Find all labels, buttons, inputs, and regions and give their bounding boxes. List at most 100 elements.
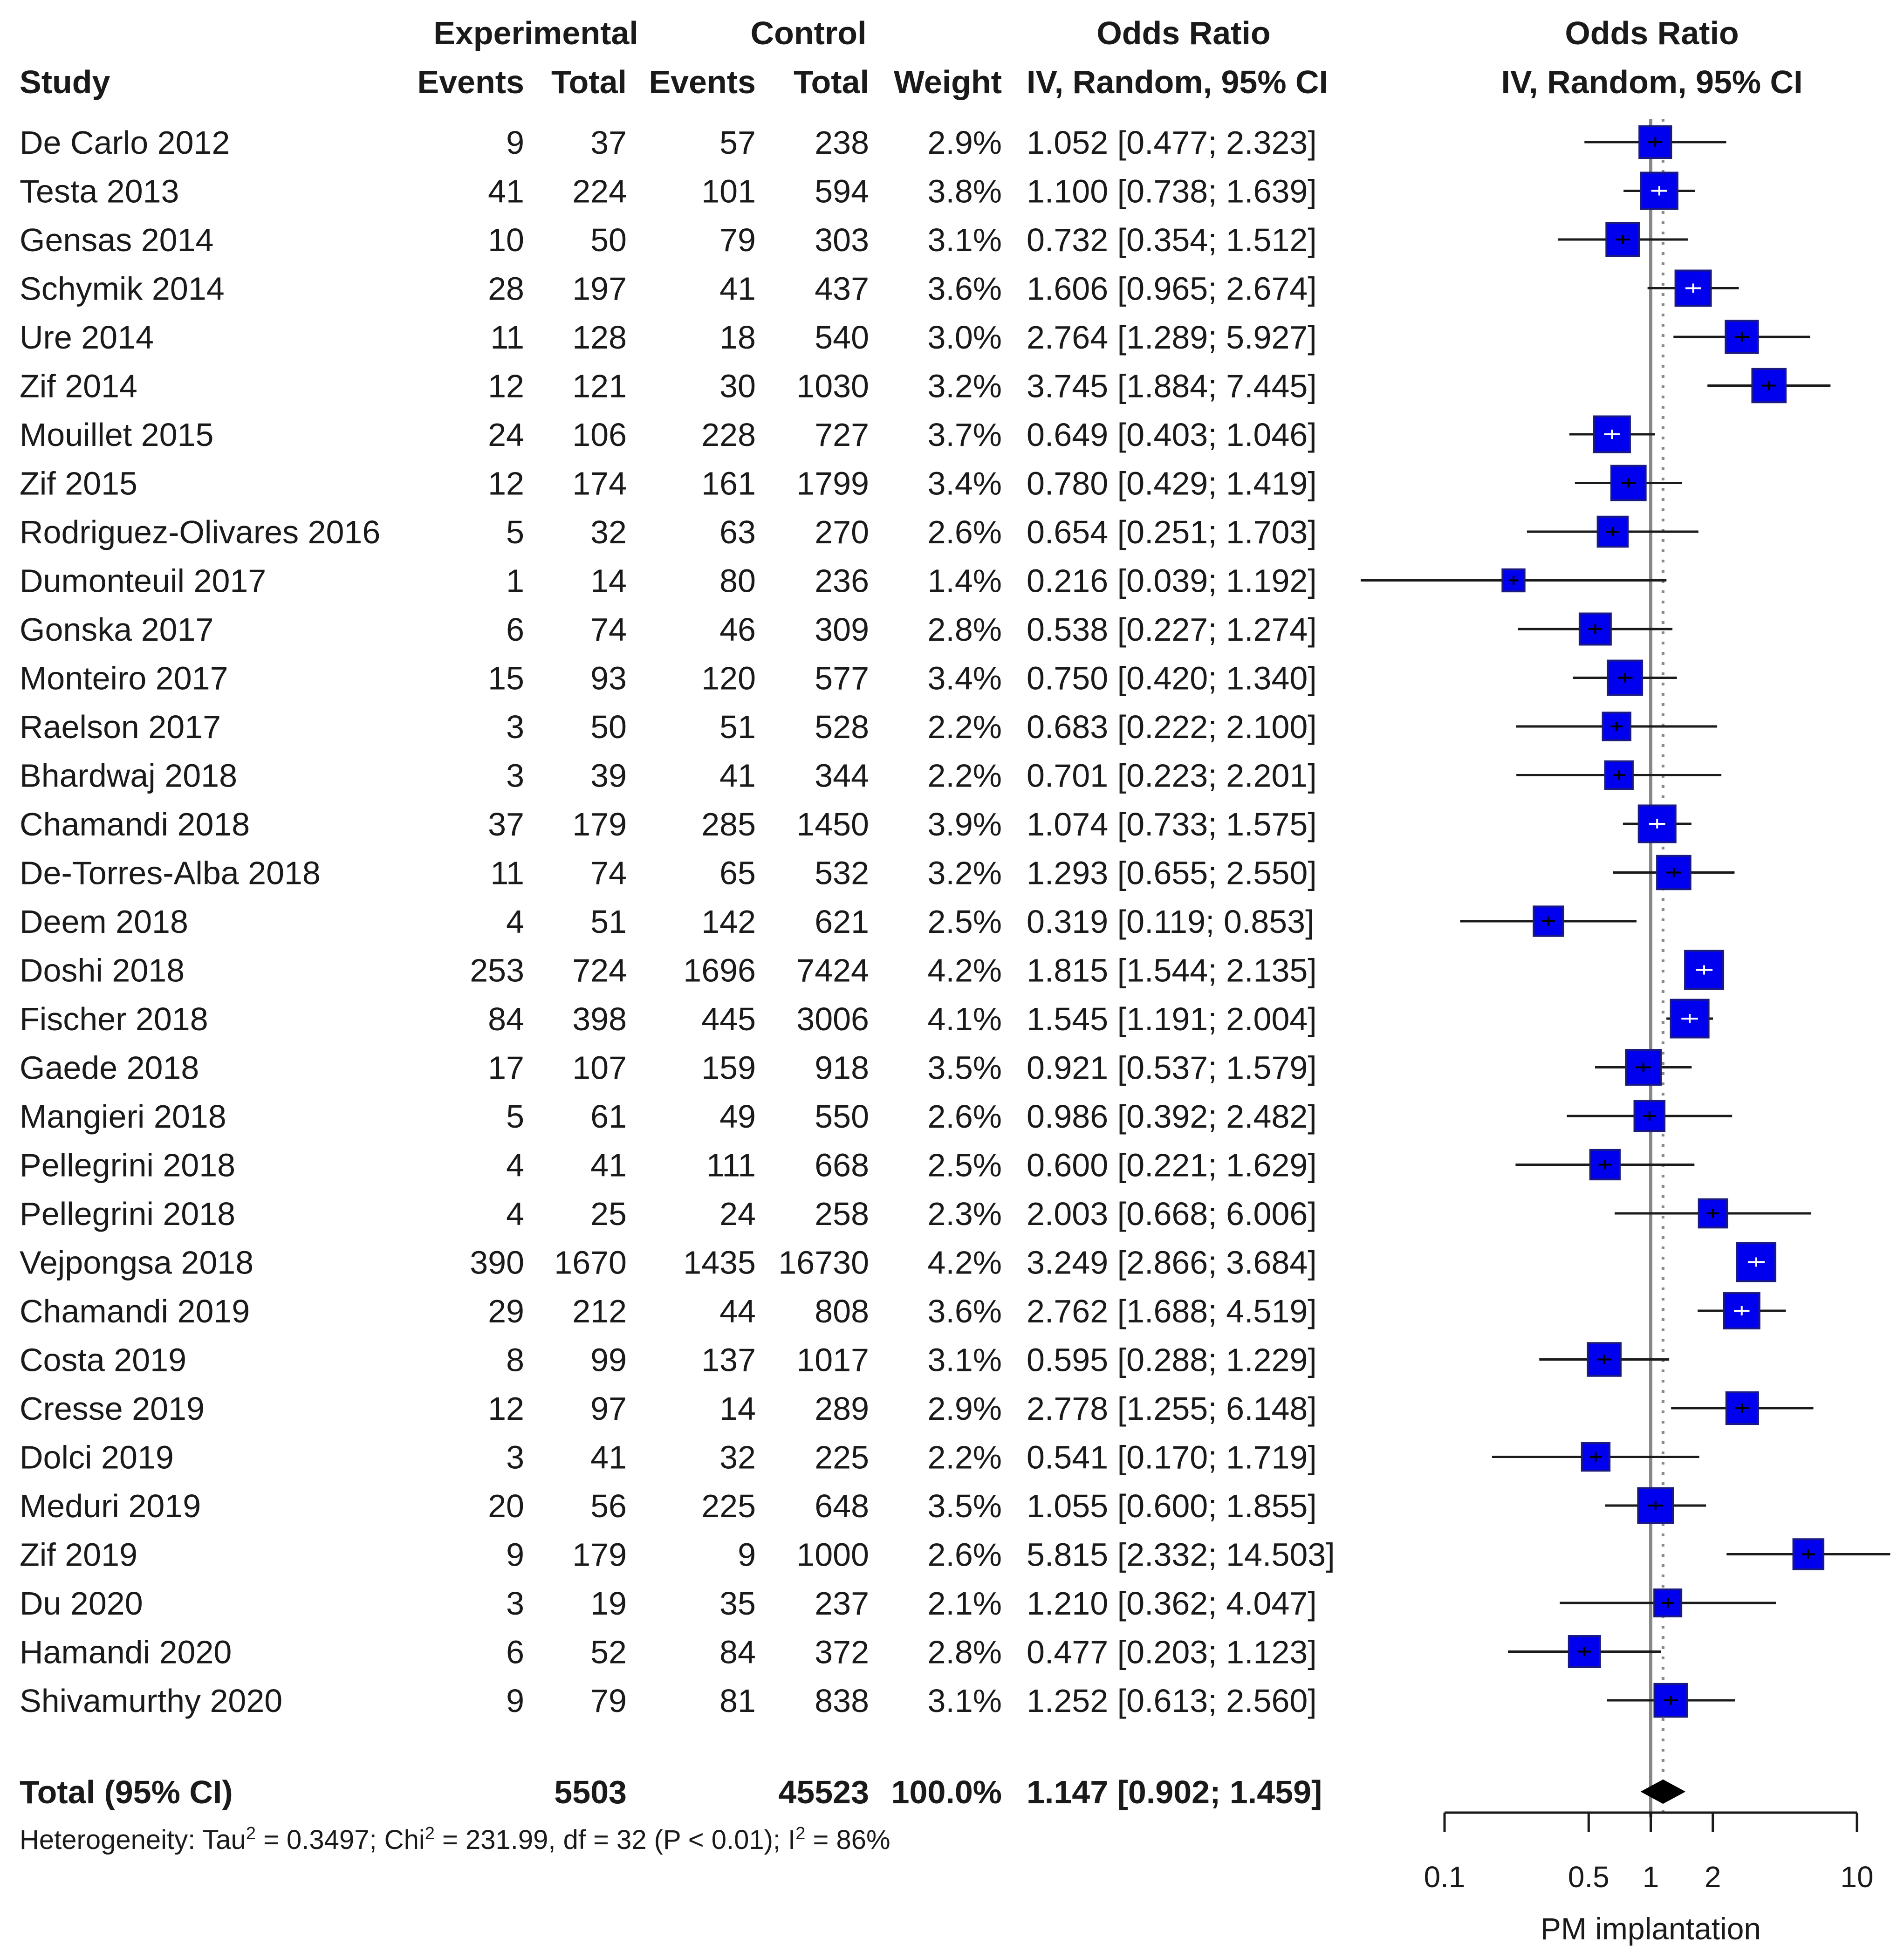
study-name: Mangieri 2018	[20, 1098, 226, 1135]
study-name: Hamandi 2020	[20, 1634, 232, 1670]
x-axis-tick-label: 0.1	[1424, 1860, 1466, 1894]
experimental-total-value: 121	[572, 368, 627, 404]
experimental-total-value: 50	[590, 709, 627, 745]
study-name: Meduri 2019	[20, 1488, 201, 1524]
experimental-events-value: 28	[488, 271, 524, 307]
experimental-total-value: 41	[590, 1439, 627, 1476]
experimental-events-value: 12	[488, 368, 524, 404]
control-total-value: 372	[815, 1634, 869, 1670]
weight-value: 3.2%	[927, 368, 1002, 404]
odds-ratio-ci-value: 3.745 [1.884; 7.445]	[1027, 368, 1317, 404]
experimental-events-value: 5	[506, 1098, 524, 1135]
control-total-value: 1450	[796, 806, 869, 842]
heterogeneity-statistics: Heterogeneity: Tau2 = 0.3497; Chi2 = 231…	[20, 1824, 890, 1855]
control-events-value: 285	[701, 806, 756, 842]
study-name: Ure 2014	[20, 319, 154, 356]
odds-ratio-ci-value: 1.052 [0.477; 2.323]	[1027, 124, 1317, 161]
control-events-value: 41	[719, 271, 756, 307]
weight-value: 2.5%	[927, 904, 1002, 940]
weight-value: 4.2%	[927, 952, 1002, 989]
experimental-events-value: 9	[506, 1683, 524, 1719]
experimental-total-value: 39	[590, 758, 627, 794]
study-name: Gensas 2014	[20, 222, 213, 258]
odds-ratio-ci-value: 1.100 [0.738; 1.639]	[1027, 173, 1317, 210]
control-events-value: 30	[719, 368, 756, 404]
experimental-total-value: 128	[572, 319, 627, 356]
control-events-value: 142	[701, 904, 756, 940]
experimental-events-value: 41	[488, 173, 524, 210]
control-events-value: 46	[719, 611, 756, 648]
control-total-value: 594	[815, 173, 869, 210]
odds-ratio-ci-value: 0.649 [0.403; 1.046]	[1027, 417, 1317, 453]
weight-value: 3.1%	[927, 1342, 1002, 1378]
study-name: Testa 2013	[20, 173, 179, 210]
control-total-value: 3006	[796, 1001, 869, 1037]
control-events-value: 79	[719, 222, 756, 258]
control-events-value: 159	[701, 1050, 756, 1086]
control-events-value: 51	[719, 709, 756, 745]
study-name: Raelson 2017	[20, 709, 221, 745]
weight-value: 1.4%	[927, 563, 1002, 599]
experimental-total-value: 197	[572, 271, 627, 307]
experimental-total-value: 32	[590, 514, 627, 550]
study-name: Pellegrini 2018	[20, 1196, 235, 1232]
control-events-value: 111	[706, 1147, 756, 1184]
experimental-events-value: 3	[506, 1439, 524, 1476]
study-square	[1605, 222, 1640, 257]
control-total-value: 309	[815, 611, 869, 648]
experimental-total-value: 74	[590, 611, 627, 648]
control-total-value: 621	[815, 904, 869, 940]
control-total-value: 668	[815, 1147, 869, 1184]
control-total-value: 258	[815, 1196, 869, 1232]
odds-ratio-ci-value: 1.210 [0.362; 4.047]	[1027, 1585, 1317, 1622]
experimental-total-value: 179	[572, 806, 627, 842]
experimental-events-value: 17	[488, 1050, 524, 1086]
weight-value: 3.5%	[927, 1050, 1002, 1086]
experimental-total-value: 93	[590, 660, 627, 697]
control-total-value: 1030	[796, 368, 869, 404]
odds-ratio-ci-value: 1.606 [0.965; 2.674]	[1027, 271, 1317, 307]
x-axis-label: PM implantation	[1541, 1911, 1761, 1946]
control-total-value: 1017	[796, 1342, 869, 1378]
method-plot-header: IV, Random, 95% CI	[1501, 64, 1802, 100]
odds-ratio-ci-value: 1.815 [1.544; 2.135]	[1027, 952, 1317, 989]
x-axis-tick-label: 10	[1840, 1860, 1873, 1894]
control-events-value: 44	[719, 1293, 756, 1329]
study-square	[1587, 1342, 1622, 1377]
study-name: Doshi 2018	[20, 952, 185, 989]
experimental-events-value: 12	[488, 466, 524, 502]
study-name: De-Torres-Alba 2018	[20, 855, 321, 891]
odds-ratio-ci-value: 5.815 [2.332; 14.503]	[1027, 1537, 1335, 1573]
odds-ratio-ci-value: 0.732 [0.354; 1.512]	[1027, 222, 1317, 258]
experimental-total-value: 41	[590, 1147, 627, 1184]
control-events-value: 57	[719, 124, 756, 161]
odds-ratio-ci-value: 0.780 [0.429; 1.419]	[1027, 466, 1317, 502]
control-events-value: 228	[701, 417, 756, 453]
odds-ratio-plot-header: Odds Ratio	[1565, 15, 1739, 51]
experimental-total-value: 52	[590, 1634, 627, 1670]
odds-ratio-ci-value: 0.216 [0.039; 1.192]	[1027, 563, 1317, 599]
control-total-value: 16730	[778, 1245, 869, 1281]
study-name: Zif 2015	[20, 466, 137, 502]
experimental-total-value: 25	[590, 1196, 627, 1232]
study-square	[1596, 515, 1629, 548]
weight-value: 4.2%	[927, 1245, 1002, 1281]
control-total-value: 270	[815, 514, 869, 550]
weight-value: 3.2%	[927, 855, 1002, 891]
experimental-events-value: 6	[506, 1634, 524, 1670]
experimental-total-value: 79	[590, 1683, 627, 1719]
x-axis-tick-label: 0.5	[1568, 1860, 1609, 1894]
odds-ratio-ci-value: 0.654 [0.251; 1.703]	[1027, 514, 1317, 550]
study-name: Rodriguez-Olivares 2016	[20, 514, 380, 550]
odds-ratio-ci-value: 0.319 [0.119; 0.853]	[1027, 904, 1315, 940]
experimental-events-value: 8	[506, 1342, 524, 1378]
odds-ratio-ci-value: 0.986 [0.392; 2.482]	[1027, 1098, 1317, 1135]
study-name: Dumonteuil 2017	[20, 563, 266, 599]
control-total-value: 808	[815, 1293, 869, 1329]
control-events-value: 84	[719, 1634, 756, 1670]
study-square	[1670, 999, 1710, 1039]
experimental-events-value: 3	[506, 758, 524, 794]
experimental-events-value: 10	[488, 222, 524, 258]
weight-value: 3.0%	[927, 319, 1002, 356]
study-name: Cresse 2019	[20, 1390, 205, 1427]
